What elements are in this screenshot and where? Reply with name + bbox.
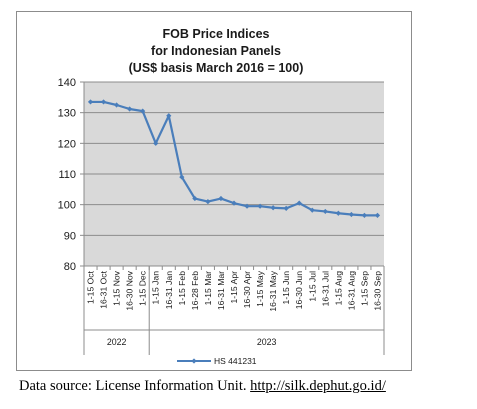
data-point — [348, 211, 354, 218]
data-point — [231, 200, 237, 206]
x-tick-label: 16-31 Jul — [320, 271, 330, 306]
y-tick-label: 110 — [58, 169, 76, 181]
year-group-label: 2023 — [257, 337, 277, 347]
data-point — [179, 174, 185, 180]
data-source-note: Data source: License Information Unit. h… — [19, 378, 475, 395]
data-point — [283, 205, 289, 211]
x-tick-label: 1-15 Nov — [112, 270, 122, 306]
x-tick-label: 16-28 Feb — [190, 271, 200, 310]
data-point — [140, 108, 146, 114]
data-point — [244, 203, 250, 209]
data-point — [87, 99, 94, 105]
data-point — [166, 113, 172, 119]
x-tick-label: 16-30 Jun — [294, 271, 304, 309]
source-link[interactable]: http://silk.dephut.go.id/ — [250, 378, 386, 394]
data-point — [374, 212, 381, 218]
x-tick-label: 1-15 Oct — [86, 270, 96, 304]
x-tick-label: 1-15 Jun — [281, 271, 291, 305]
chart-title-line-3: (US$ basis March 2016 = 100) — [129, 61, 304, 75]
y-tick-label: 80 — [64, 261, 76, 273]
data-point — [296, 200, 302, 206]
data-point — [153, 140, 159, 146]
x-tick-label: 16-30 Sep — [372, 271, 382, 311]
legend-label: HS 441231 — [214, 356, 257, 366]
data-point — [192, 195, 198, 202]
x-tick-label: 16-31 Mar — [216, 271, 226, 310]
y-tick-label: 90 — [64, 230, 76, 242]
y-tick-label: 140 — [58, 77, 76, 89]
x-tick-label: 1-15 Apr — [229, 271, 239, 304]
chart-title-line-2: for Indonesian Panels — [151, 44, 281, 58]
x-tick-label: 16-30 Nov — [125, 270, 135, 310]
data-point — [335, 210, 341, 216]
data-point — [322, 208, 328, 215]
series-layer — [87, 99, 381, 218]
x-tick-label: 16-31 Oct — [99, 270, 109, 308]
x-tick-label: 16-31 Aug — [346, 271, 356, 310]
y-axis: 80 90 100 110 120 130 140 — [58, 77, 84, 273]
x-tick-label: 1-15 Mar — [203, 271, 213, 306]
chart-title-line-1: FOB Price Indices — [163, 27, 270, 41]
x-tick-label: 16-31 Jan — [164, 271, 174, 309]
source-text: Data source: License Information Unit. — [19, 378, 251, 394]
data-point — [127, 106, 133, 112]
legend-marker-swatch — [191, 358, 197, 364]
data-point — [100, 99, 107, 105]
year-groups: 2022 2023 — [83, 266, 385, 355]
data-point — [309, 207, 315, 213]
x-tick-label: 1-15 May — [255, 270, 265, 307]
chart-frame: FOB Price Indices for Indonesian Panels … — [16, 11, 412, 371]
x-tick-label: 1-15 Dec — [138, 270, 148, 306]
data-point — [114, 102, 120, 108]
data-point — [205, 199, 211, 205]
x-tick-label: 1-15 Sep — [359, 271, 369, 306]
y-tick-label: 130 — [58, 108, 76, 120]
year-group-label: 2022 — [107, 337, 127, 347]
data-point — [270, 205, 276, 211]
x-tick-label: 16-31 May — [268, 270, 278, 311]
data-point — [361, 212, 368, 218]
plot-area — [83, 81, 384, 267]
x-tick-label: 1-15 Feb — [177, 271, 187, 306]
x-tick-label: 1-15 Jan — [151, 271, 161, 305]
x-tick-label: 16-30 Apr — [242, 271, 252, 308]
x-tick-label: 1-15 Aug — [333, 271, 343, 306]
legend: HS 441231 — [177, 356, 257, 366]
data-point — [218, 195, 224, 202]
y-tick-label: 100 — [58, 200, 76, 212]
x-axis: 1-15 Oct 16-31 Oct 1-15 Nov 16-30 Nov 1-15 D… — [83, 266, 385, 312]
price-index-chart: FOB Price Indices for Indonesian Panels … — [58, 27, 385, 366]
x-tick-label: 1-15 Jul — [307, 271, 317, 302]
y-tick-label: 120 — [58, 138, 76, 150]
